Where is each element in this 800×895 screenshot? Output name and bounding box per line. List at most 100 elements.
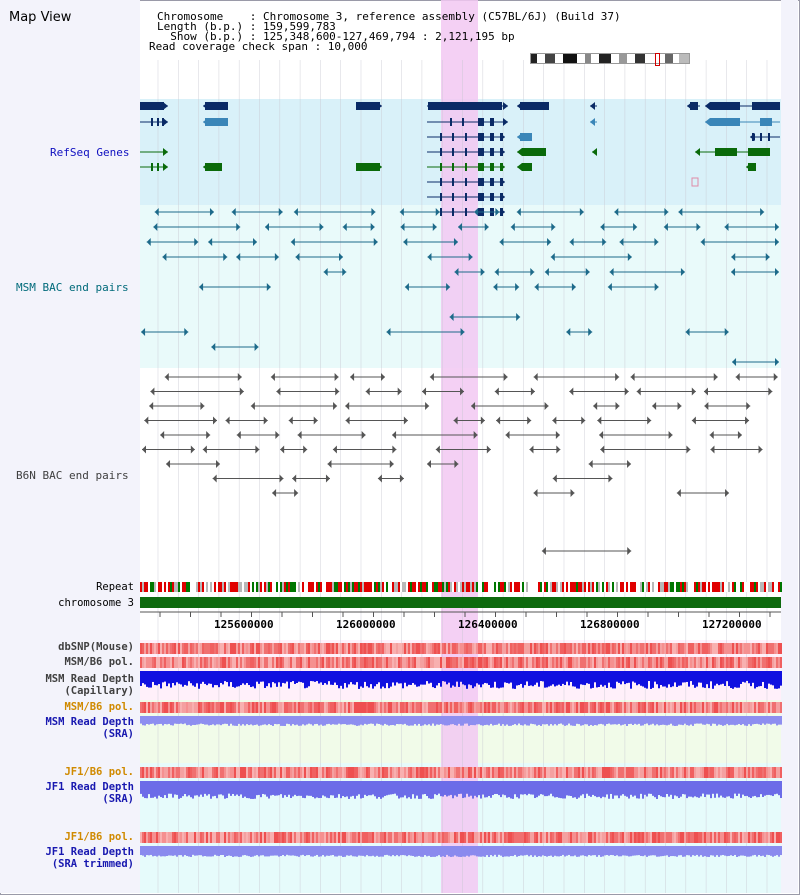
depth-bar <box>278 846 280 857</box>
depth-bar <box>634 671 636 683</box>
depth-bar <box>618 716 620 724</box>
heat-cell <box>582 702 584 713</box>
repeat-segment <box>488 582 490 592</box>
repeat-segment <box>542 582 544 592</box>
gene-exon <box>520 133 532 141</box>
repeat-segment <box>318 582 320 592</box>
heat-cell <box>450 832 452 843</box>
depth-bar <box>460 716 462 726</box>
repeat-segment <box>664 582 666 592</box>
repeat-segment <box>698 582 700 592</box>
heat-cell <box>222 657 224 668</box>
depth-bar <box>702 846 704 857</box>
heat-cell <box>508 702 510 713</box>
heat-cell <box>402 657 404 668</box>
depth-bar <box>292 846 294 856</box>
heat-cell <box>494 702 496 713</box>
heat-cell <box>440 657 442 668</box>
depth-bar <box>580 846 582 856</box>
heat-cell <box>218 832 220 843</box>
axis-tick-label: 126000000 <box>336 618 396 631</box>
repeat-segment <box>660 582 662 592</box>
heat-cell <box>658 657 660 668</box>
depth-bar <box>580 671 582 685</box>
repeat-segment <box>742 582 744 592</box>
heat-cell <box>326 657 328 668</box>
heat-cell <box>510 767 512 778</box>
gene-arrow <box>500 193 505 201</box>
depth-bar <box>746 671 748 681</box>
depth-bar <box>474 716 476 726</box>
depth-bar <box>540 671 542 682</box>
heat-cell <box>516 657 518 668</box>
heat-cell <box>192 702 194 713</box>
depth-bar <box>756 846 758 857</box>
repeat-segment <box>744 582 746 592</box>
depth-bar <box>190 671 192 684</box>
heat-cell <box>594 702 596 713</box>
heat-cell <box>214 832 216 843</box>
heat-cell <box>572 702 574 713</box>
heat-cell <box>190 643 192 654</box>
depth-bar <box>506 671 508 683</box>
heat-cell <box>402 767 404 778</box>
depth-bar <box>268 846 270 857</box>
heat-cell <box>166 767 168 778</box>
repeat-segment <box>356 582 358 592</box>
coverage-span-info: Read coverage check span : 10,000 <box>149 40 368 53</box>
chromosome-ideogram[interactable] <box>530 53 690 66</box>
depth-bar <box>356 781 358 796</box>
depth-bar <box>780 716 782 725</box>
depth-bar <box>190 781 192 798</box>
heat-cell <box>326 767 328 778</box>
heat-cell <box>286 657 288 668</box>
depth-bar <box>732 846 734 857</box>
heat-cell <box>252 767 254 778</box>
heat-cell <box>428 767 430 778</box>
heat-cell <box>188 702 190 713</box>
depth-bar <box>416 781 418 796</box>
depth-bar <box>244 671 246 685</box>
depth-bar <box>560 781 562 799</box>
heat-cell <box>388 832 390 843</box>
depth-bar <box>580 781 582 796</box>
depth-bar <box>328 781 330 799</box>
heat-cell <box>178 702 180 713</box>
depth-bar <box>248 846 250 857</box>
depth-bar <box>534 716 536 725</box>
depth-bar <box>676 781 678 797</box>
heat-cell <box>482 643 484 654</box>
heat-cell <box>652 702 654 713</box>
heat-cell <box>386 702 388 713</box>
heat-cell <box>636 657 638 668</box>
depth-bar <box>146 781 148 799</box>
heat-cell <box>462 702 464 713</box>
depth-bar <box>432 846 434 857</box>
heat-cell <box>230 657 232 668</box>
depth-bar <box>506 846 508 857</box>
depth-bar <box>578 671 580 689</box>
repeat-segment <box>370 582 372 592</box>
heat-cell <box>248 643 250 654</box>
heat-cell <box>286 767 288 778</box>
heat-cell <box>670 767 672 778</box>
repeat-segment <box>430 582 432 592</box>
heat-cell <box>294 702 296 713</box>
depth-bar <box>410 671 412 685</box>
heat-cell <box>518 643 520 654</box>
heat-cell <box>494 643 496 654</box>
bac-end <box>541 547 546 555</box>
bac-end <box>533 489 538 497</box>
heat-cell <box>406 657 408 668</box>
repeat-segment <box>738 582 740 592</box>
heat-cell <box>516 702 518 713</box>
depth-bar <box>588 846 590 856</box>
heat-cell <box>200 702 202 713</box>
repeat-segment <box>196 582 198 592</box>
heat-cell <box>676 767 678 778</box>
heat-cell <box>424 657 426 668</box>
heat-cell <box>426 657 428 668</box>
heat-cell <box>280 767 282 778</box>
heat-cell <box>618 643 620 654</box>
